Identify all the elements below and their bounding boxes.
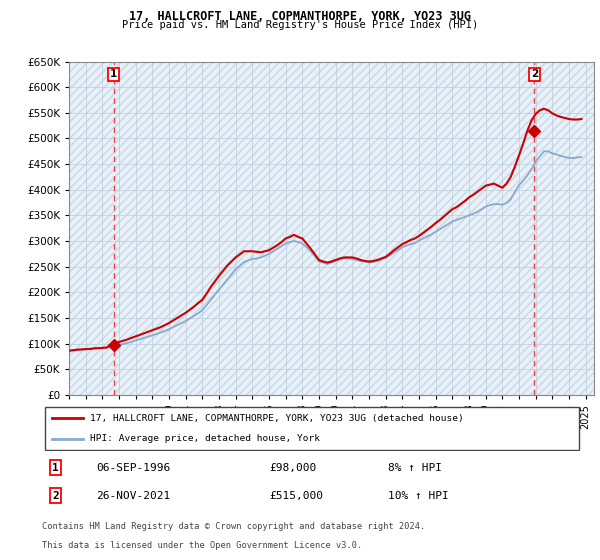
Text: HPI: Average price, detached house, York: HPI: Average price, detached house, York (89, 434, 320, 443)
Text: 17, HALLCROFT LANE, COPMANTHORPE, YORK, YO23 3UG (detached house): 17, HALLCROFT LANE, COPMANTHORPE, YORK, … (89, 414, 463, 423)
Text: 8% ↑ HPI: 8% ↑ HPI (388, 463, 442, 473)
FancyBboxPatch shape (45, 407, 580, 450)
Text: 26-NOV-2021: 26-NOV-2021 (96, 491, 170, 501)
Text: £98,000: £98,000 (269, 463, 316, 473)
Text: 06-SEP-1996: 06-SEP-1996 (96, 463, 170, 473)
Text: Contains HM Land Registry data © Crown copyright and database right 2024.: Contains HM Land Registry data © Crown c… (42, 522, 425, 531)
Text: This data is licensed under the Open Government Licence v3.0.: This data is licensed under the Open Gov… (42, 541, 362, 550)
Text: 10% ↑ HPI: 10% ↑ HPI (388, 491, 448, 501)
Text: 1: 1 (110, 69, 117, 80)
Text: Price paid vs. HM Land Registry's House Price Index (HPI): Price paid vs. HM Land Registry's House … (122, 20, 478, 30)
Text: £515,000: £515,000 (269, 491, 323, 501)
Text: 2: 2 (531, 69, 538, 80)
Text: 2: 2 (52, 491, 59, 501)
Text: 17, HALLCROFT LANE, COPMANTHORPE, YORK, YO23 3UG: 17, HALLCROFT LANE, COPMANTHORPE, YORK, … (129, 10, 471, 22)
Text: 1: 1 (52, 463, 59, 473)
